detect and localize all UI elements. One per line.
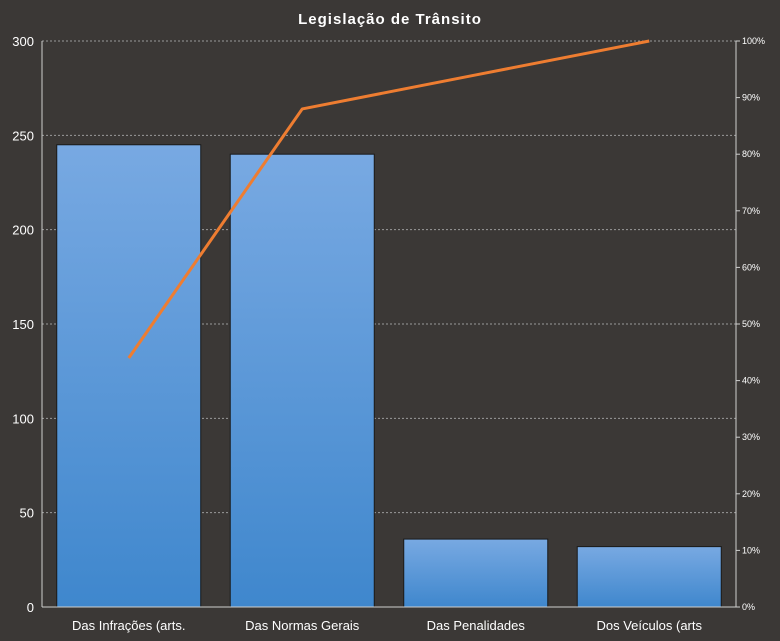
x-axis-ticks: Das Infrações (arts. Das Normas Gerais Das… xyxy=(72,618,702,633)
y2-tick-label: 30% xyxy=(742,432,760,442)
y2-tick-label: 10% xyxy=(742,545,760,555)
y-tick-label: 50 xyxy=(20,506,34,521)
y2-tick-label: 60% xyxy=(742,262,760,272)
x-tick-label: Das Penalidades xyxy=(427,618,526,633)
x-tick-label: Das Normas Gerais xyxy=(245,618,360,633)
y2-tick-label: 40% xyxy=(742,376,760,386)
x-tick-label: Das Infrações (arts. xyxy=(72,618,185,633)
y2-tick-label: 90% xyxy=(742,93,760,103)
y-tick-label: 300 xyxy=(12,34,34,49)
y2-tick-label: 0% xyxy=(742,602,755,612)
bar xyxy=(403,538,549,608)
y-axis-ticks: 0 50 100 150 200 250 300 xyxy=(12,34,34,615)
cumulative-line xyxy=(127,39,650,359)
y2-tick-label: 20% xyxy=(742,489,760,499)
y2-axis-ticks: 0% 10% 20% 30% 40% 50% 60% 70% 80% 90% 100% xyxy=(742,36,765,612)
y2-tick-label: 70% xyxy=(742,206,760,216)
y2-tick-label: 80% xyxy=(742,149,760,159)
y-tick-label: 0 xyxy=(27,600,34,615)
bar xyxy=(229,153,375,608)
x-tick-label: Dos Veículos (arts xyxy=(597,618,703,633)
y-tick-label: 100 xyxy=(12,411,34,426)
axes xyxy=(41,40,740,608)
bar xyxy=(56,144,202,608)
y2-tick-label: 50% xyxy=(742,319,760,329)
y2-tick-label: 100% xyxy=(742,36,765,46)
y-tick-label: 200 xyxy=(12,223,34,238)
chart-title: Legislação de Trânsito xyxy=(298,11,482,28)
y-tick-label: 150 xyxy=(12,317,34,332)
y-tick-label: 250 xyxy=(12,128,34,143)
bar xyxy=(576,546,722,608)
cumulative-percent-line xyxy=(127,39,650,359)
bars xyxy=(56,144,722,608)
